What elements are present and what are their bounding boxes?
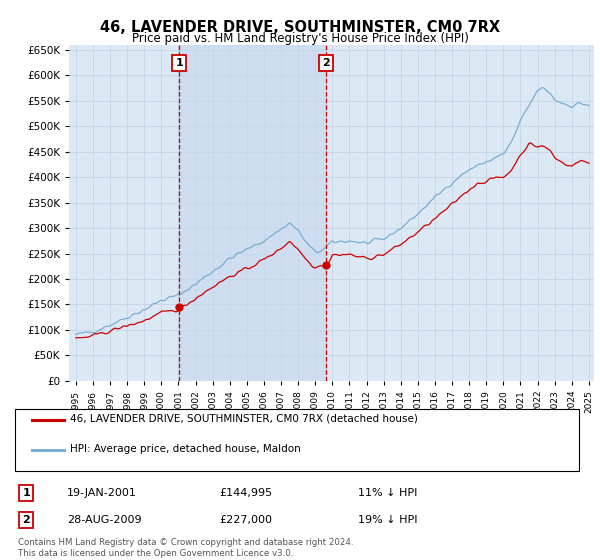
- Text: Price paid vs. HM Land Registry's House Price Index (HPI): Price paid vs. HM Land Registry's House …: [131, 32, 469, 45]
- Text: 46, LAVENDER DRIVE, SOUTHMINSTER, CM0 7RX (detached house): 46, LAVENDER DRIVE, SOUTHMINSTER, CM0 7R…: [70, 414, 418, 424]
- Text: £144,995: £144,995: [220, 488, 272, 498]
- Text: 11% ↓ HPI: 11% ↓ HPI: [358, 488, 417, 498]
- Text: 19% ↓ HPI: 19% ↓ HPI: [358, 515, 417, 525]
- Text: 1: 1: [175, 58, 183, 68]
- Bar: [179, 45, 326, 381]
- Text: 19-JAN-2001: 19-JAN-2001: [67, 488, 137, 498]
- Text: £227,000: £227,000: [220, 515, 272, 525]
- Text: 1: 1: [23, 488, 30, 498]
- Text: Contains HM Land Registry data © Crown copyright and database right 2024.
This d: Contains HM Land Registry data © Crown c…: [18, 538, 353, 558]
- Text: 46, LAVENDER DRIVE, SOUTHMINSTER, CM0 7RX: 46, LAVENDER DRIVE, SOUTHMINSTER, CM0 7R…: [100, 20, 500, 35]
- Text: 2: 2: [322, 58, 330, 68]
- Text: 28-AUG-2009: 28-AUG-2009: [67, 515, 142, 525]
- FancyBboxPatch shape: [15, 409, 580, 471]
- Text: HPI: Average price, detached house, Maldon: HPI: Average price, detached house, Mald…: [70, 444, 301, 454]
- Text: 2: 2: [23, 515, 30, 525]
